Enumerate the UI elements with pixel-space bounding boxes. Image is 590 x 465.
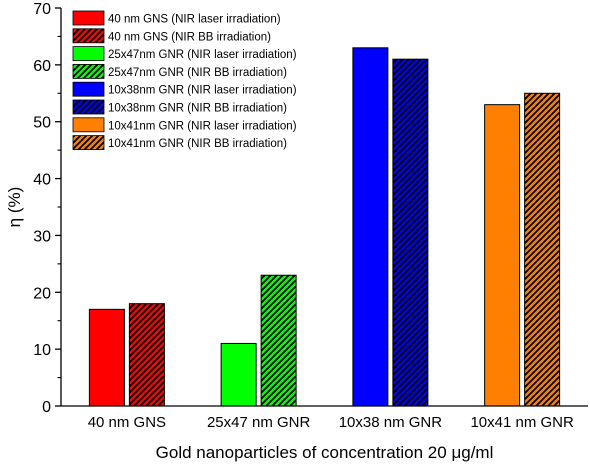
x-tick-label-10x41-nm-gnr: 10x41 nm GNR <box>470 414 574 431</box>
legend-swatch-10x41nm-gnr-nir-bb-irradiation <box>72 135 105 151</box>
legend-label: 10x38nm GNR (NIR laser irradiation) <box>108 85 297 97</box>
y-tick-label: 0 <box>42 399 51 416</box>
bar-10x38nm-gnr-nir-laser-irradiation <box>352 47 389 407</box>
legend-label: 40 nm GNS (NIR BB irradiation) <box>108 31 271 43</box>
legend-label: 10x41nm GNR (NIR laser irradiation) <box>108 120 297 132</box>
legend-swatch-40-nm-gns-nir-laser-irradiation <box>72 10 105 26</box>
y-tick-label: 30 <box>33 228 51 245</box>
y-tick-label: 70 <box>33 1 51 18</box>
legend-swatch-25x47nm-gnr-nir-bb-irradiation <box>72 64 105 79</box>
legend-swatch-40-nm-gns-nir-bb-irradiation <box>72 28 105 44</box>
legend-label: 10x38nm GNR (NIR BB irradiation) <box>108 103 287 115</box>
legend-label: 40 nm GNS (NIR laser irradiation) <box>108 14 281 26</box>
legend: 40 nm GNS (NIR laser irradiation) 40 nm G… <box>72 10 297 151</box>
y-axis-title: η (%) <box>5 187 24 228</box>
bar-40-nm-gns-nir-laser-irradiation <box>88 308 125 407</box>
x-axis-title: Gold nanoparticles of concentration 20 μ… <box>156 443 494 462</box>
legend-swatch-10x38nm-gnr-nir-bb-irradiation <box>72 99 105 115</box>
bar-40-nm-gns-nir-bb-irradiation <box>128 303 165 407</box>
legend-swatch-25x47nm-gnr-nir-laser-irradiation <box>72 46 105 61</box>
x-axis-tick-labels: 40 nm GNS 25x47 nm GNR 10x38 nm GNR 10x41 n… <box>88 414 574 431</box>
bar-10x41nm-gnr-nir-laser-irradiation <box>484 104 521 407</box>
bar-25x47nm-gnr-nir-bb-irradiation <box>260 274 297 407</box>
y-tick-label: 50 <box>33 115 51 132</box>
bars-layer <box>88 47 561 407</box>
legend-swatch-10x38nm-gnr-nir-laser-irradiation <box>72 81 105 97</box>
y-axis-ticks: 0 10 20 30 40 50 60 70 <box>33 1 61 416</box>
x-tick-label-40-nm-gns: 40 nm GNS <box>88 414 166 431</box>
y-tick-label: 10 <box>33 342 51 359</box>
legend-label: 10x41nm GNR (NIR BB irradiation) <box>108 138 287 150</box>
bar-10x38nm-gnr-nir-bb-irradiation <box>392 58 429 407</box>
x-tick-label-10x38-nm-gnr: 10x38 nm GNR <box>339 414 443 431</box>
bar-10x41nm-gnr-nir-bb-irradiation <box>524 92 561 407</box>
legend-label: 25x47nm GNR (NIR laser irradiation) <box>108 49 297 61</box>
y-tick-label: 60 <box>33 58 51 75</box>
legend-label: 25x47nm GNR (NIR BB irradiation) <box>108 67 287 79</box>
legend-swatch-10x41nm-gnr-nir-laser-irradiation <box>72 117 105 133</box>
x-tick-label-25x47-nm-gnr: 25x47 nm GNR <box>207 414 311 431</box>
bar-25x47nm-gnr-nir-laser-irradiation <box>220 342 257 407</box>
y-tick-label: 40 <box>33 172 51 189</box>
y-tick-label: 20 <box>33 285 51 302</box>
